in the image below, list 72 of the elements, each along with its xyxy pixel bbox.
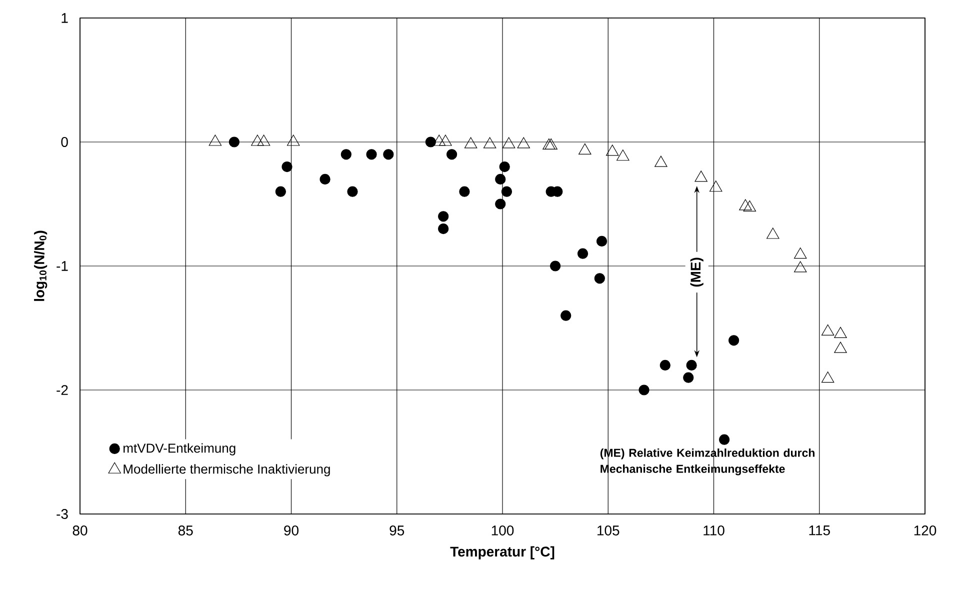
point: [347, 186, 358, 197]
point: [502, 137, 516, 148]
point: [464, 137, 478, 148]
point: [495, 174, 506, 184]
x-tick-label: 115: [809, 526, 830, 536]
point: [683, 372, 694, 383]
x-tick-label: 95: [390, 526, 404, 536]
point: [257, 134, 270, 146]
point: [208, 134, 222, 146]
point: [251, 134, 264, 146]
x-tick-label: 110: [704, 526, 724, 536]
point: [794, 261, 807, 272]
point: [606, 144, 619, 156]
point: [459, 186, 470, 197]
point: [794, 248, 807, 259]
point: [719, 434, 730, 445]
point: [425, 136, 436, 148]
point: [320, 174, 330, 184]
x-tick-label: 80: [72, 526, 88, 536]
point: [821, 324, 834, 336]
y-axis-title: log$_{10}$(N/N$_{0}$): [34, 230, 48, 301]
point: [638, 384, 650, 396]
point: [439, 134, 452, 146]
point: [495, 198, 506, 210]
x-tick-label: 90: [284, 526, 298, 536]
annotation: (ME): [690, 258, 704, 287]
point: [766, 228, 780, 239]
point: [550, 260, 561, 272]
point: [517, 137, 530, 148]
point: [438, 224, 449, 234]
point: [432, 134, 446, 146]
point: [743, 200, 756, 212]
x-tick-label: 100: [492, 526, 514, 536]
point: [446, 149, 458, 160]
x-tick-label: 85: [178, 526, 193, 536]
point: [594, 273, 605, 284]
point: [275, 186, 286, 197]
x-tick-label: 120: [914, 526, 936, 536]
point: [282, 162, 292, 172]
x-axis-title: Temperatur [°C]: [450, 546, 554, 560]
point: [483, 137, 496, 148]
point: [383, 149, 394, 160]
point: [821, 372, 834, 383]
legend-label: Modellierte thermische Inaktivierung: [124, 464, 330, 476]
point: [728, 335, 740, 346]
point: [834, 326, 847, 338]
y-tick-label: 0: [61, 137, 68, 147]
point: [710, 180, 722, 192]
y-tick-label: 1: [62, 13, 68, 23]
point: [560, 310, 572, 321]
point: [834, 342, 847, 353]
y-tick-label: -2: [56, 385, 68, 395]
x-tick-label: 105: [598, 526, 620, 536]
point: [694, 170, 708, 182]
point: [660, 360, 670, 370]
point: [228, 136, 240, 148]
point: [438, 211, 449, 222]
point: [686, 360, 697, 370]
y-tick-label: -3: [56, 509, 68, 519]
point: [596, 236, 608, 246]
point: [739, 199, 752, 210]
point: [654, 156, 668, 167]
point: [577, 248, 588, 259]
point: [366, 149, 377, 160]
point: [616, 150, 630, 161]
y-tick-label: -1: [56, 261, 68, 271]
point: [578, 143, 592, 154]
point: [501, 186, 512, 197]
point: [287, 134, 300, 146]
point: [499, 162, 510, 172]
point: [340, 149, 352, 160]
legend-label: mtVDV-Entkeimung: [124, 443, 236, 456]
